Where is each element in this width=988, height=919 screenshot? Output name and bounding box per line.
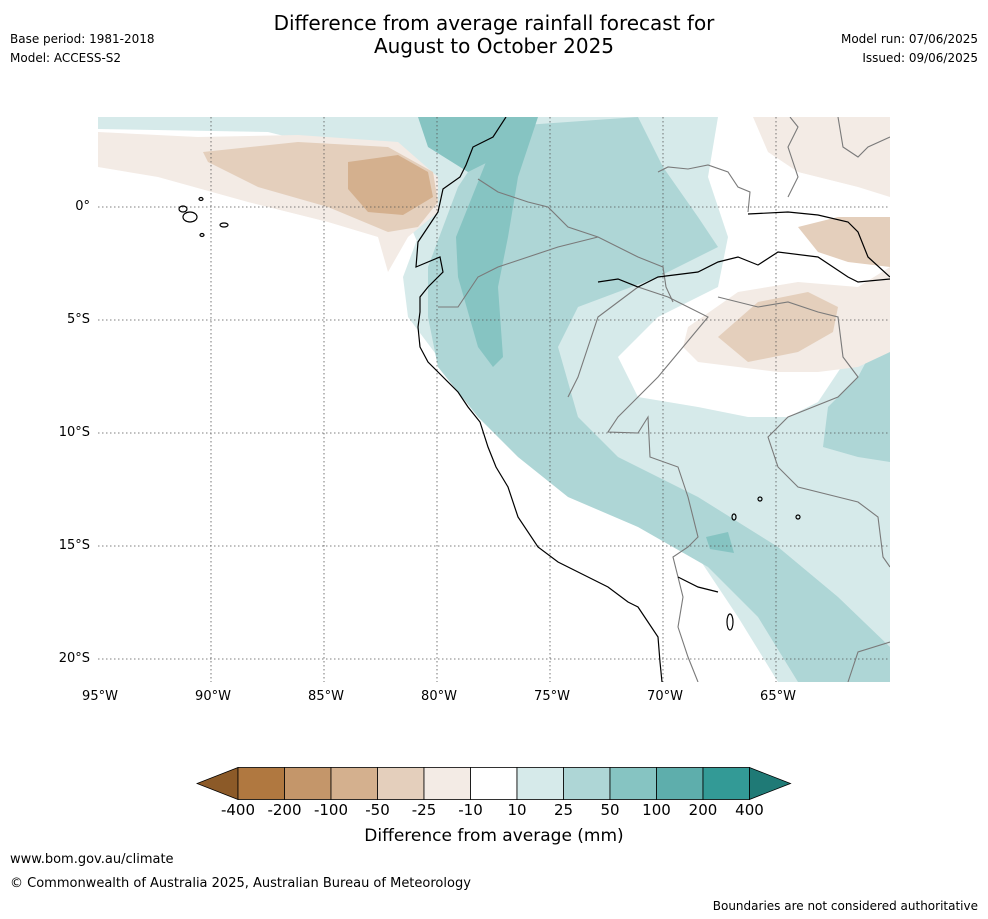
anomaly-band-50-100 xyxy=(456,117,538,367)
lon-label-70w: 70°W xyxy=(647,689,683,704)
pacific-coastline xyxy=(415,117,663,682)
rainfall-anomaly-map xyxy=(98,117,890,682)
lon-label-95w: 95°W xyxy=(82,689,118,704)
map-title: Difference from average rainfall forecas… xyxy=(0,12,988,58)
colorbar-segment xyxy=(377,767,425,800)
lat-label-0: 0° xyxy=(75,199,90,214)
colorbar-segment xyxy=(563,767,611,800)
colorbar-extend-low xyxy=(196,767,239,800)
colorbar-segment xyxy=(516,767,564,800)
colorbar-tick-label: 25 xyxy=(553,801,574,819)
amazon-coastline xyxy=(597,251,890,288)
model-run-text: Model run: 07/06/2025 xyxy=(840,32,978,46)
lat-label-10s: 10°S xyxy=(58,425,90,440)
colorbar-tick-label: 400 xyxy=(735,801,764,819)
lon-label-80w: 80°W xyxy=(421,689,457,704)
colorbar-tick-label: 100 xyxy=(642,801,671,819)
anomaly-band-minus-25-50-land xyxy=(718,292,838,362)
colorbar-tick-label: 10 xyxy=(507,801,527,819)
anomaly-band-top-50-100 xyxy=(418,117,518,172)
lon-label-65w: 65°W xyxy=(760,689,796,704)
colorbar-segment xyxy=(470,767,518,800)
title-line-1: Difference from average rainfall forecas… xyxy=(273,11,715,35)
colorbar-extend-high xyxy=(749,767,792,800)
lon-label-90w: 90°W xyxy=(195,689,231,704)
title-line-2: August to October 2025 xyxy=(373,34,615,58)
meta-left: Base period: 1981-2018 Model: ACCESS-S2 xyxy=(10,32,155,70)
colorbar-segment xyxy=(284,767,332,800)
colorbar-tick-label: -25 xyxy=(411,801,437,819)
footer-url: www.bom.gov.au/climate xyxy=(10,852,174,867)
colorbar-segment xyxy=(237,767,285,800)
lat-label-5s: 5°S xyxy=(66,312,90,327)
northeast-coastline xyxy=(747,211,890,278)
coastlines xyxy=(178,117,890,682)
issued-text: Issued: 09/06/2025 xyxy=(862,51,978,65)
base-period-text: Base period: 1981-2018 xyxy=(10,32,155,46)
colorbar-tick-label: 50 xyxy=(600,801,620,819)
colorbar xyxy=(196,767,792,800)
lon-label-75w: 75°W xyxy=(534,689,570,704)
colorbar-title: Difference from average (mm) xyxy=(364,826,624,846)
footer-note: Boundaries are not considered authoritat… xyxy=(712,899,978,913)
graticule xyxy=(98,117,890,682)
colorbar-tick-label: -50 xyxy=(365,801,390,819)
colorbar-tick-label: -200 xyxy=(267,801,302,819)
colorbar-tick-label: -10 xyxy=(458,801,483,819)
meta-right: Model run: 07/06/2025 Issued: 09/06/2025 xyxy=(841,32,978,70)
colorbar-tick-label: -100 xyxy=(313,801,349,819)
lat-label-20s: 20°S xyxy=(58,651,90,666)
colorbar-segment xyxy=(423,767,471,800)
colorbar-segment xyxy=(702,767,750,800)
anomaly-band-minus-50-100-ocean xyxy=(348,155,433,215)
anomaly-band-minus-10-25-north xyxy=(753,117,890,197)
anomaly-patch-small-50-100 xyxy=(706,532,734,553)
lon-label-85w: 85°W xyxy=(308,689,344,704)
colorbar-tick-label: -400 xyxy=(220,801,256,819)
colorbar-tick-label: 200 xyxy=(688,801,718,819)
colorbar-segment xyxy=(656,767,704,800)
colorbar-segment xyxy=(609,767,657,800)
colorbar-segment xyxy=(330,767,378,800)
lat-label-15s: 15°S xyxy=(58,538,90,553)
model-text: Model: ACCESS-S2 xyxy=(10,51,122,65)
anomaly-band-25-50 xyxy=(428,117,890,682)
footer-copyright: © Commonwealth of Australia 2025, Austra… xyxy=(10,876,471,891)
